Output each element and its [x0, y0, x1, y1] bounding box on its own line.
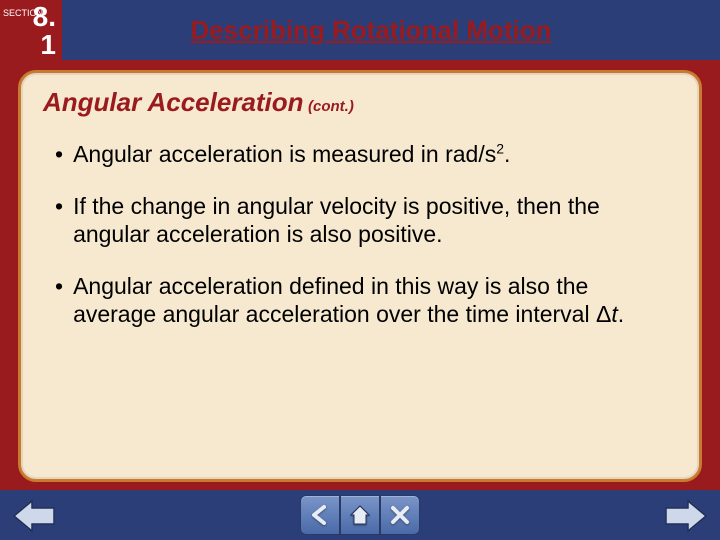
section-box: SECTION 8. 1	[0, 0, 62, 60]
list-item: • If the change in angular velocity is p…	[55, 192, 677, 248]
list-item: • Angular acceleration defined in this w…	[55, 272, 677, 328]
subheading: Angular Acceleration	[43, 87, 304, 117]
section-number-bottom: 1	[0, 31, 62, 59]
prev-button[interactable]	[12, 498, 56, 534]
subheading-row: Angular Acceleration (cont.)	[43, 87, 677, 118]
bullet-text-1: Angular acceleration is measured in rad/…	[73, 140, 677, 168]
bullet-dot: •	[55, 140, 63, 168]
bullet-dot: •	[55, 272, 63, 328]
slide-footer	[0, 490, 720, 540]
slide-header: SECTION 8. 1 Describing Rotational Motio…	[0, 0, 720, 60]
home-button[interactable]	[340, 495, 380, 535]
subheading-cont: (cont.)	[308, 98, 354, 115]
slide-body: Angular Acceleration (cont.) • Angular a…	[0, 60, 720, 490]
slide-title: Describing Rotational Motion	[190, 15, 551, 46]
back-button[interactable]	[300, 495, 340, 535]
section-label: SECTION	[3, 8, 43, 18]
bullet-dot: •	[55, 192, 63, 248]
bullet-text-3: Angular acceleration defined in this way…	[73, 272, 677, 328]
bullet-text-2: If the change in angular velocity is pos…	[73, 192, 677, 248]
close-button[interactable]	[380, 495, 420, 535]
bullet-list: • Angular acceleration is measured in ra…	[43, 140, 677, 328]
next-button[interactable]	[664, 498, 708, 534]
content-card: Angular Acceleration (cont.) • Angular a…	[18, 70, 702, 482]
list-item: • Angular acceleration is measured in ra…	[55, 140, 677, 168]
header-title-area: Describing Rotational Motion	[62, 0, 720, 60]
center-controls	[300, 495, 420, 535]
